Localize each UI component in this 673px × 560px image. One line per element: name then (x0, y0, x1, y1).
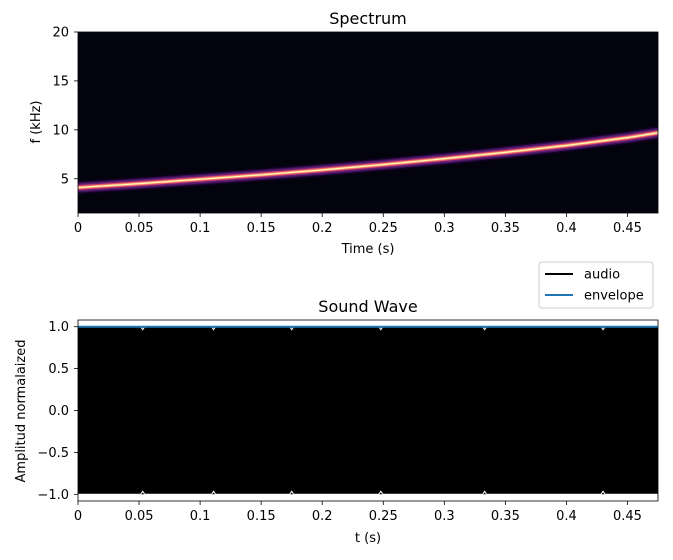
x-tick-label: 0.35 (491, 221, 520, 236)
x-tick-label: 0 (74, 221, 82, 236)
legend-envelope-label: envelope (584, 289, 644, 304)
x-tick-label: 0.3 (434, 221, 455, 236)
x-tick-label: 0.4 (556, 509, 577, 524)
ridge-layer (78, 132, 658, 189)
x-tick-label: 0.15 (247, 509, 276, 524)
spectrum-axes-frame (77, 31, 659, 214)
x-tick-label: 0.35 (491, 509, 520, 524)
x-tick-label: 0.25 (369, 221, 398, 236)
soundwave-y-ticks: −1.0 −0.5 0.0 0.5 1.0 (37, 320, 78, 503)
spectrum-ylabel: f (kHz) (29, 101, 44, 144)
soundwave-panel: Sound Wave 0 0.05 0.1 0.15 0.2 0.25 0.3 0.35 0.4… (14, 297, 659, 546)
x-tick-label: 0 (74, 509, 82, 524)
spectrum-title: Spectrum (329, 9, 407, 28)
x-tick-label: 0.05 (125, 509, 154, 524)
y-tick-label: 10 (52, 123, 69, 138)
y-tick-label: 15 (52, 74, 69, 89)
audio-lower-edge (78, 490, 658, 495)
legend: audio envelope (538, 261, 654, 309)
x-tick-label: 0.1 (190, 221, 211, 236)
x-tick-label: 0.15 (247, 221, 276, 236)
x-tick-label: 0.2 (312, 221, 333, 236)
soundwave-xlabel: t (s) (355, 531, 381, 546)
y-tick-label: 5 (61, 172, 69, 187)
y-tick-label: 20 (52, 26, 69, 41)
soundwave-x-ticks: 0 0.05 0.1 0.15 0.2 0.25 0.3 0.35 0.4 0.45 (74, 501, 642, 524)
x-tick-label: 0.4 (556, 221, 577, 236)
spectrum-x-ticks: 0 0.05 0.1 0.15 0.2 0.25 0.3 0.35 0.4 0.45 (74, 213, 642, 236)
x-tick-label: 0.3 (434, 509, 455, 524)
spectrogram-ridge (78, 127, 658, 193)
x-tick-label: 0.25 (369, 509, 398, 524)
spectrum-xlabel: Time (s) (341, 242, 395, 257)
x-tick-label: 0.1 (190, 509, 211, 524)
y-tick-label: 0.5 (48, 362, 69, 377)
spectrum-panel: Spectrum 0 0.05 0.1 0.15 0.2 0.25 0.3 0.35 0.4 0.… (29, 9, 659, 257)
y-tick-label: 1.0 (48, 320, 69, 335)
spectrum-y-ticks: 5 10 15 20 (52, 26, 78, 187)
x-tick-label: 0.2 (312, 509, 333, 524)
soundwave-ylabel: Amplitud normalaized (14, 340, 29, 483)
legend-audio-label: audio (584, 268, 620, 283)
y-tick-label: 0.0 (48, 404, 69, 419)
x-tick-label: 0.05 (125, 221, 154, 236)
x-tick-label: 0.45 (613, 509, 642, 524)
soundwave-title: Sound Wave (318, 297, 417, 316)
y-tick-label: −1.0 (37, 488, 69, 503)
x-tick-label: 0.45 (613, 221, 642, 236)
audio-series (78, 326, 658, 495)
y-tick-label: −0.5 (37, 446, 69, 461)
